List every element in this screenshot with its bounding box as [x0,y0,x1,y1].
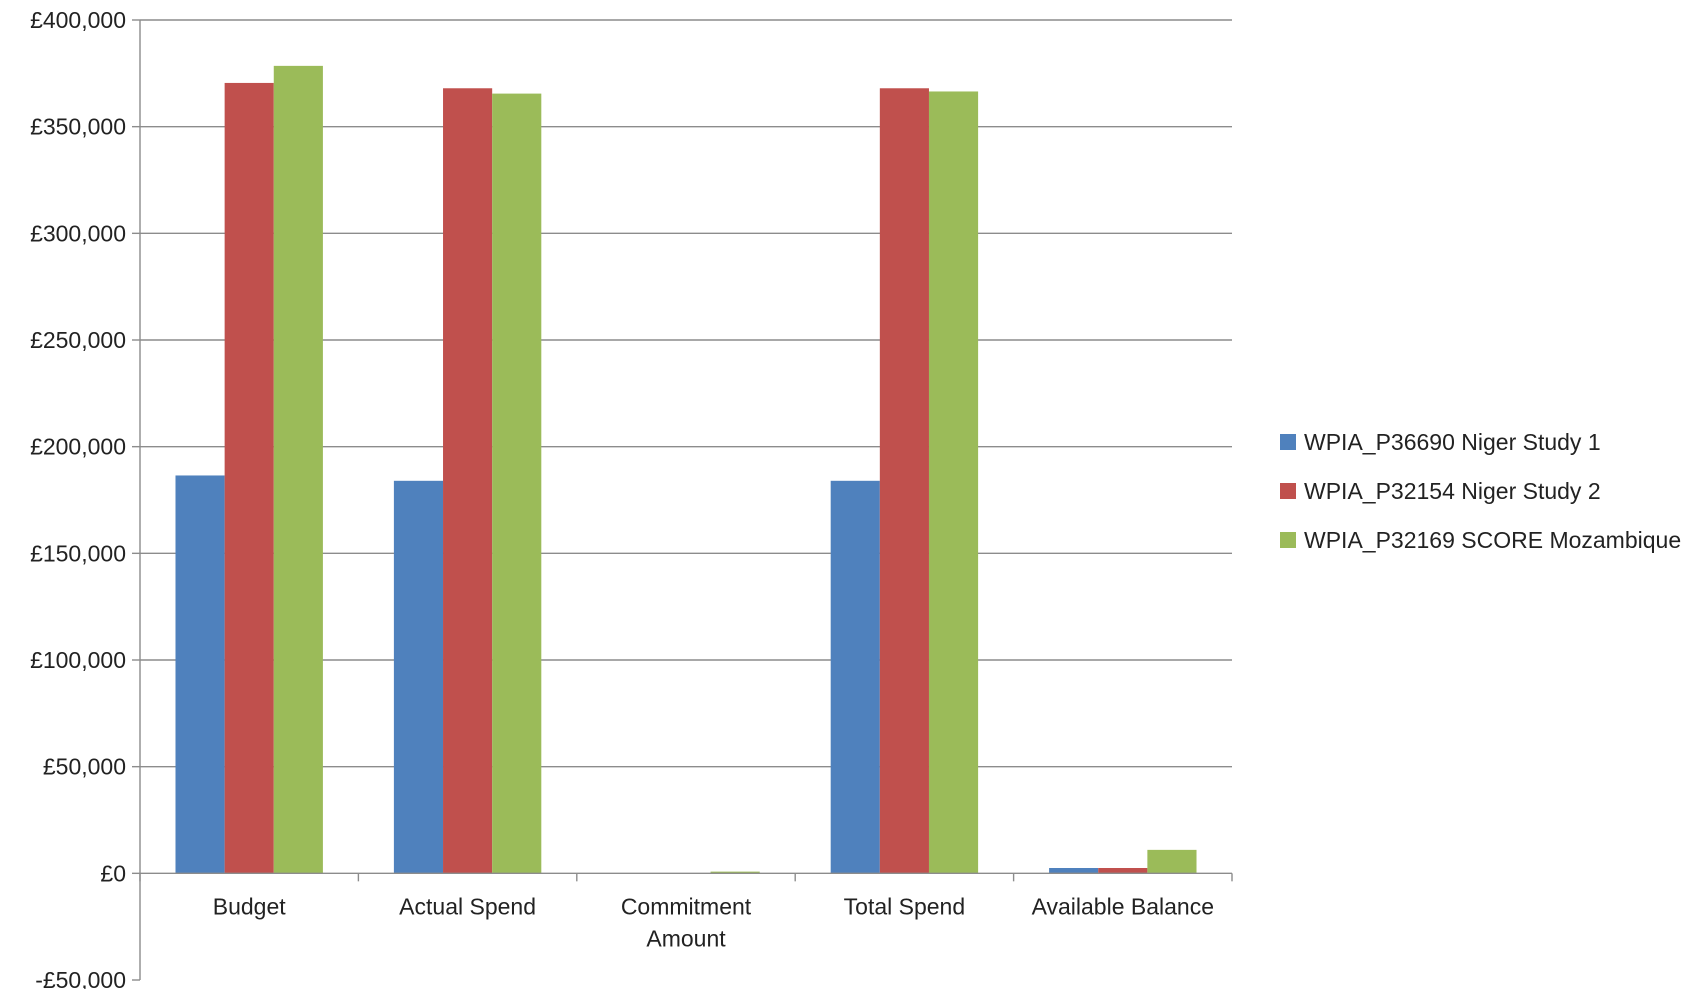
x-axis-ticks: Budget Actual Spend Commitment Amount Total … [213,893,1214,951]
legend: WPIA_P36690 Niger Study 1 WPIA_P32154 Nig… [1280,429,1681,553]
y-axis-ticks: -£50,000 £0 £50,000 £100,000 £150,000 £200,00… [30,7,126,993]
axes [132,19,1233,981]
bar [1098,868,1148,874]
legend-swatch [1280,434,1296,450]
x-tick-label: Budget [213,893,287,919]
y-tick-label: £150,000 [30,540,126,566]
bar [224,82,274,874]
bar [928,91,979,874]
bar [175,475,225,874]
y-tick-label: £250,000 [30,327,126,353]
bar [393,480,444,874]
y-tick-label: £100,000 [30,647,126,673]
x-tick-label: Commitment [621,893,752,919]
bar [879,88,929,874]
y-tick-label: £400,000 [30,7,126,33]
x-tick-label: Total Spend [844,893,965,919]
y-tick-label: £300,000 [30,220,126,246]
bar [273,65,323,874]
bar [830,480,880,874]
bar [1147,849,1197,874]
bar [492,93,542,874]
legend-swatch [1280,532,1296,548]
bar [710,871,760,874]
legend-label: WPIA_P32154 Niger Study 2 [1304,478,1601,504]
bar [1049,868,1099,874]
y-tick-label: £50,000 [43,754,126,780]
legend-label: WPIA_P36690 Niger Study 1 [1304,429,1601,455]
x-tick-label: Actual Spend [399,893,536,919]
y-tick-label: £350,000 [30,114,126,140]
legend-label: WPIA_P32169 SCORE Mozambique [1304,527,1681,553]
x-tick-label: Amount [646,925,726,951]
y-tick-label: £200,000 [30,434,126,460]
legend-swatch [1280,483,1296,499]
bar [443,88,493,874]
y-tick-label: -£50,000 [35,967,126,989]
bars [175,65,1197,874]
y-tick-label: £0 [100,860,126,886]
x-tick-label: Available Balance [1032,893,1214,919]
